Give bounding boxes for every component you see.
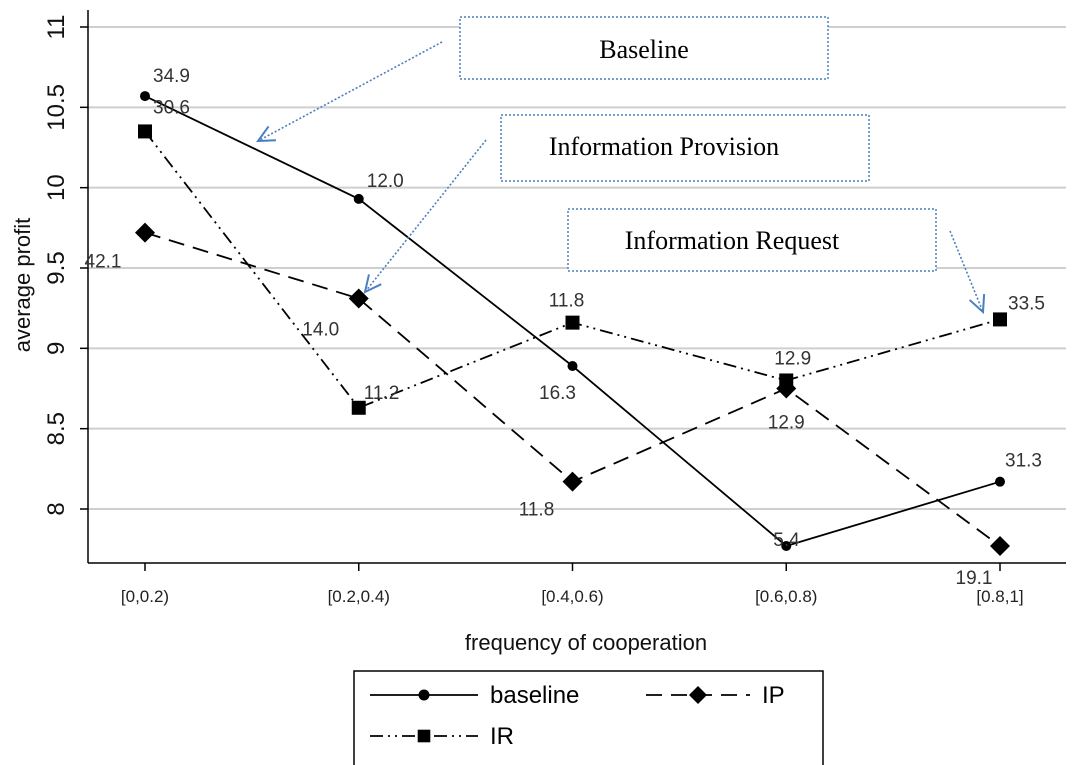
y-tick-label: 10.5 <box>43 84 70 131</box>
data-label-baseline: 5.4 <box>773 530 800 551</box>
data-label-baseline: 12.0 <box>367 171 404 192</box>
data-label-ir: 11.8 <box>549 291 585 312</box>
legend-box <box>353 670 824 765</box>
legend: baseline IP IR <box>353 670 824 765</box>
x-axis-label: frequency of cooperation <box>465 630 707 655</box>
annotation-text: Information Provision <box>549 132 779 161</box>
point-ir <box>993 312 1007 327</box>
x-tick-label: [0,0.2) <box>121 587 169 606</box>
annotation-baseline: Baseline <box>255 16 829 143</box>
annotation-arrowhead <box>968 293 986 315</box>
y-tick-label: 10 <box>43 174 70 201</box>
point-baseline <box>353 193 364 204</box>
annotation-ir: Information Request <box>567 208 986 315</box>
x-tick-label: [0.2,0.4) <box>328 587 390 606</box>
legend-marker <box>417 729 431 743</box>
legend-item-baseline: baseline <box>370 682 579 709</box>
legend-label: IR <box>490 723 514 750</box>
point-baseline <box>140 91 150 102</box>
annotation-box <box>459 16 829 80</box>
point-ir <box>779 373 794 388</box>
annotation-arrow <box>257 41 443 142</box>
point-ip <box>562 471 583 492</box>
data-label-ir: 30.6 <box>153 97 190 118</box>
x-tick-label: [0.4,0.6) <box>541 587 603 606</box>
series-markers <box>135 91 1010 556</box>
y-axis-ticks: 8 8.5 9 9.5 10 10.5 11 <box>43 15 88 516</box>
data-label-baseline: 16.3 <box>539 383 576 404</box>
legend-item-ir: IR <box>370 723 514 750</box>
data-label-ip: 19.1 <box>956 568 993 589</box>
legend-item-ip: IP <box>646 682 785 709</box>
point-ir <box>351 400 366 415</box>
legend-label: baseline <box>490 682 579 709</box>
point-ir <box>565 315 580 330</box>
data-label-ir: 12.9 <box>774 348 811 369</box>
point-ir <box>138 124 152 139</box>
data-label-ip: 14.0 <box>302 320 339 341</box>
y-tick-label: 9 <box>43 342 70 355</box>
x-axis-ticks: [0,0.2) [0.2,0.4) [0.4,0.6) [0.6,0.8) [0.8,1… <box>121 563 1024 606</box>
data-label-baseline: 31.3 <box>1005 451 1042 472</box>
annotations: Baseline Information Provision Information… <box>255 16 986 315</box>
y-tick-label: 9.5 <box>43 251 70 284</box>
point-baseline <box>781 540 792 551</box>
data-label-ip: 12.9 <box>768 413 805 434</box>
y-axis-label: average profit <box>10 218 35 353</box>
annotation-box <box>500 114 870 182</box>
annotation-arrowhead <box>363 274 382 294</box>
annotation-box <box>567 208 937 272</box>
annotation-arrow <box>949 230 984 313</box>
x-tick-label: [0.6,0.8) <box>755 587 817 606</box>
data-label-ir: 33.5 <box>1008 293 1045 314</box>
y-tick-label: 8.5 <box>43 412 70 445</box>
annotation-text: Information Request <box>625 226 840 255</box>
data-label-baseline: 34.9 <box>153 66 190 87</box>
annotation-arrowhead <box>255 125 277 143</box>
point-ip <box>135 222 155 243</box>
data-label-ip: 42.1 <box>85 252 122 273</box>
point-baseline <box>567 361 578 372</box>
annotation-text: Baseline <box>599 35 689 64</box>
x-tick-label: [0.8,1] <box>976 587 1023 606</box>
data-label-ir: 11.2 <box>364 383 400 404</box>
annotation-ip: Information Provision <box>363 114 870 294</box>
y-tick-label: 8 <box>43 502 70 515</box>
annotation-arrow <box>364 139 487 293</box>
legend-label: IP <box>762 682 785 709</box>
legend-marker <box>418 689 430 701</box>
plot-frame <box>87 10 1066 564</box>
y-tick-label: 11 <box>43 15 70 40</box>
data-labels: 34.9 12.0 16.3 5.4 31.3 42.1 14.0 11.8 12.9 19.1 3… <box>85 66 1045 589</box>
legend-marker <box>689 686 707 704</box>
data-label-ip: 11.8 <box>519 500 555 521</box>
point-ip <box>990 535 1010 556</box>
point-baseline <box>995 476 1005 487</box>
